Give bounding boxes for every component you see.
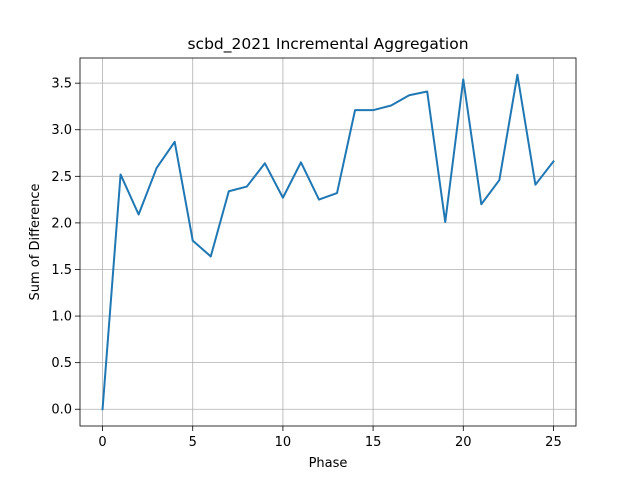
data-point: [497, 178, 501, 182]
x-tick-label: 10: [275, 435, 292, 450]
data-point: [515, 73, 519, 77]
data-point: [245, 185, 249, 189]
x-tick-label: 0: [98, 435, 106, 450]
y-tick-label: 1.0: [51, 310, 72, 325]
y-tick-label: 3.0: [51, 123, 72, 138]
data-point: [551, 159, 555, 163]
series-group: [101, 73, 555, 411]
grid-lines: [80, 58, 576, 426]
data-point: [155, 166, 159, 170]
data-point: [335, 191, 339, 195]
y-tick-label: 0.5: [51, 356, 72, 371]
chart-title: scbd_2021 Incremental Aggregation: [187, 35, 468, 54]
data-point: [137, 213, 141, 217]
y-tick-label: 2.5: [51, 170, 72, 185]
data-point: [407, 93, 411, 97]
data-point: [209, 254, 213, 258]
x-tick-label: 20: [455, 435, 472, 450]
data-point: [371, 108, 375, 112]
y-tick-label: 1.5: [51, 263, 72, 278]
x-axis-ticks: 0 5 10 15 20 25: [98, 426, 562, 450]
data-point: [425, 90, 429, 94]
data-point: [479, 202, 483, 206]
data-point: [317, 198, 321, 202]
data-point: [461, 77, 465, 81]
data-point: [101, 407, 105, 411]
y-axis-label: Sum of Difference: [28, 184, 43, 301]
data-point: [443, 220, 447, 224]
data-point: [227, 189, 231, 193]
data-point: [119, 172, 123, 176]
data-point: [299, 160, 303, 164]
x-tick-label: 15: [365, 435, 382, 450]
data-point: [389, 104, 393, 108]
x-axis-label: Phase: [309, 456, 348, 471]
y-tick-label: 0.0: [51, 403, 72, 418]
x-tick-label: 25: [545, 435, 562, 450]
y-tick-label: 3.5: [51, 77, 72, 92]
data-point: [173, 140, 177, 144]
x-tick-label: 5: [189, 435, 197, 450]
y-axis-ticks: 0.0 0.5 1.0 1.5 2.0 2.5 3.0 3.5: [51, 77, 80, 418]
data-point: [353, 108, 357, 112]
data-point: [263, 161, 267, 165]
data-point: [533, 183, 537, 187]
series-line: [101, 73, 555, 411]
data-point: [191, 239, 195, 243]
data-point: [281, 196, 285, 200]
plot-area-frame: [79, 57, 577, 427]
y-tick-label: 2.0: [51, 216, 72, 231]
